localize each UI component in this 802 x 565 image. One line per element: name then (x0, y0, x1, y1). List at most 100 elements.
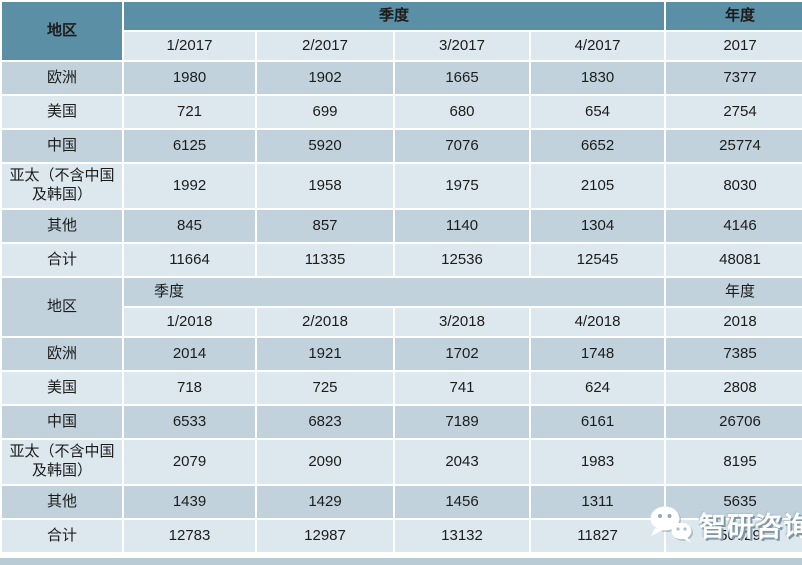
table-row: 1/2017 2/2017 3/2017 4/2017 2017 (2, 32, 802, 60)
table-row: 亚太（不含中国及韩国） 1992 1958 1975 2105 8030 (2, 164, 802, 208)
row-label: 其他 (2, 486, 122, 518)
quarter-col-header: 4/2018 (531, 308, 665, 336)
value-cell: 1140 (395, 210, 529, 242)
section-2018-header: 地区 季度 年度 1/2018 2/2018 3/2018 4/2018 201… (2, 278, 802, 336)
value-cell: 725 (257, 372, 393, 404)
row-label: 美国 (2, 372, 122, 404)
value-cell: 6823 (257, 406, 393, 438)
value-cell: 1665 (395, 62, 529, 94)
value-cell: 1983 (531, 440, 665, 484)
value-cell: 1980 (124, 62, 255, 94)
value-cell: 1311 (531, 486, 665, 518)
value-cell: 5635 (666, 486, 802, 518)
value-cell: 845 (124, 210, 255, 242)
value-cell: 1830 (531, 62, 665, 94)
value-cell: 680 (395, 96, 529, 128)
value-cell: 1702 (395, 338, 529, 370)
table-row: 地区 季度 年度 (2, 278, 802, 336)
value-cell: 2754 (666, 96, 802, 128)
value-cell: 6652 (531, 130, 665, 162)
value-cell: 11664 (124, 244, 255, 276)
quarter-col-header: 2/2017 (257, 32, 393, 60)
quarter-col-header: 1/2018 (124, 308, 255, 336)
table-row: 地区 季度 年度 (2, 2, 802, 60)
value-cell: 6161 (531, 406, 665, 438)
quarter-col-header: 1/2017 (124, 32, 255, 60)
value-cell: 2090 (257, 440, 393, 484)
value-cell: 8030 (666, 164, 802, 208)
year-col-header: 2018 (666, 308, 802, 336)
quarter-col-header: 4/2017 (531, 32, 665, 60)
value-cell: 7076 (395, 130, 529, 162)
table-row: 欧洲 2014 1921 1702 1748 7385 (2, 338, 802, 370)
section-2017-header: 地区 季度 年度 1/2017 2/2017 3/2017 4/2017 201… (2, 2, 802, 60)
bottom-strip (0, 558, 802, 565)
region-header-cell: 地区 (2, 278, 122, 336)
table-row: 美国 721 699 680 654 2754 (2, 96, 802, 128)
section-2017-body: 欧洲 1980 1902 1665 1830 7377 美国 721 699 6… (2, 62, 802, 276)
value-cell: 5920 (257, 130, 393, 162)
row-label: 中国 (2, 406, 122, 438)
quarter-group-header-cell: 季度 (124, 2, 665, 30)
value-cell: 2808 (666, 372, 802, 404)
value-cell: 2014 (124, 338, 255, 370)
value-cell: 1748 (531, 338, 665, 370)
value-cell: 1304 (531, 210, 665, 242)
value-cell: 50729 (666, 520, 802, 552)
value-cell: 13132 (395, 520, 529, 552)
value-cell: 2105 (531, 164, 665, 208)
section-2018-body: 欧洲 2014 1921 1702 1748 7385 美国 718 725 7… (2, 338, 802, 552)
value-cell: 7189 (395, 406, 529, 438)
value-cell: 11335 (257, 244, 393, 276)
value-cell: 8195 (666, 440, 802, 484)
table-row: 其他 845 857 1140 1304 4146 (2, 210, 802, 242)
value-cell: 6533 (124, 406, 255, 438)
value-cell: 4146 (666, 210, 802, 242)
table-row: 合计 11664 11335 12536 12545 48081 (2, 244, 802, 276)
year-col-header: 2017 (666, 32, 802, 60)
row-label: 中国 (2, 130, 122, 162)
table-row: 1/2018 2/2018 3/2018 4/2018 2018 (2, 308, 802, 336)
value-cell: 741 (395, 372, 529, 404)
value-cell: 718 (124, 372, 255, 404)
region-header-cell: 地区 (2, 2, 122, 60)
row-label: 合计 (2, 520, 122, 552)
row-label: 欧洲 (2, 62, 122, 94)
value-cell: 12987 (257, 520, 393, 552)
table-row: 美国 718 725 741 624 2808 (2, 372, 802, 404)
value-cell: 26706 (666, 406, 802, 438)
value-cell: 721 (124, 96, 255, 128)
quarter-group-header-cell: 季度 (124, 278, 665, 306)
value-cell: 654 (531, 96, 665, 128)
table-row: 其他 1439 1429 1456 1311 5635 (2, 486, 802, 518)
table-row: 中国 6125 5920 7076 6652 25774 (2, 130, 802, 162)
value-cell: 1902 (257, 62, 393, 94)
value-cell: 1429 (257, 486, 393, 518)
value-cell: 1992 (124, 164, 255, 208)
value-cell: 1958 (257, 164, 393, 208)
value-cell: 7385 (666, 338, 802, 370)
value-cell: 12783 (124, 520, 255, 552)
row-label: 合计 (2, 244, 122, 276)
table-row: 欧洲 1980 1902 1665 1830 7377 (2, 62, 802, 94)
table-row: 中国 6533 6823 7189 6161 26706 (2, 406, 802, 438)
value-cell: 699 (257, 96, 393, 128)
value-cell: 12545 (531, 244, 665, 276)
value-cell: 6125 (124, 130, 255, 162)
row-label: 其他 (2, 210, 122, 242)
value-cell: 1456 (395, 486, 529, 518)
table-row: 亚太（不含中国及韩国） 2079 2090 2043 1983 8195 (2, 440, 802, 484)
value-cell: 624 (531, 372, 665, 404)
quarter-col-header: 2/2018 (257, 308, 393, 336)
value-cell: 857 (257, 210, 393, 242)
table-row: 合计 12783 12987 13132 11827 50729 (2, 520, 802, 552)
row-label: 欧洲 (2, 338, 122, 370)
value-cell: 7377 (666, 62, 802, 94)
value-cell: 12536 (395, 244, 529, 276)
row-label: 亚太（不含中国及韩国） (2, 164, 122, 208)
row-label: 亚太（不含中国及韩国） (2, 440, 122, 484)
year-group-header-cell: 年度 (666, 278, 802, 306)
quarter-col-header: 3/2017 (395, 32, 529, 60)
